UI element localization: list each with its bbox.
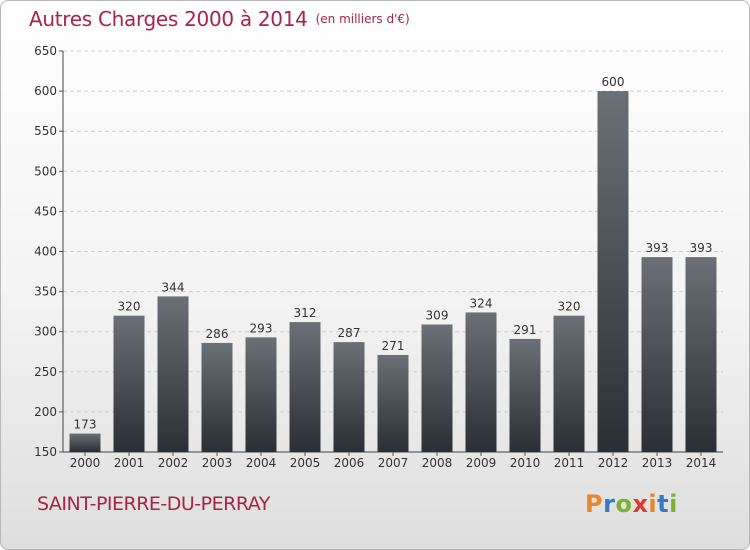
- x-tick-label: 2012: [598, 456, 629, 470]
- x-tick-label: 2002: [158, 456, 189, 470]
- proxiti-logo[interactable]: Proxiti: [585, 490, 678, 518]
- bar: [69, 433, 101, 452]
- y-tick-label: 400: [34, 245, 57, 259]
- x-tick-label: 2008: [422, 456, 453, 470]
- logo-letter: i: [669, 490, 678, 518]
- y-tick-label: 250: [34, 365, 57, 379]
- bar: [553, 315, 585, 452]
- y-tick-label: 350: [34, 285, 57, 299]
- bar-value-label: 344: [162, 280, 185, 294]
- bar: [333, 342, 365, 452]
- bar-value-label: 393: [646, 241, 669, 255]
- bar-value-label: 324: [470, 296, 493, 310]
- x-tick-label: 2000: [70, 456, 101, 470]
- logo-letter: t: [657, 490, 670, 518]
- y-tick-label: 450: [34, 204, 57, 218]
- bar: [245, 337, 277, 452]
- x-tick-label: 2014: [686, 456, 717, 470]
- bar-value-label: 320: [118, 300, 141, 314]
- chart-subtitle: (en milliers d'€): [315, 12, 410, 26]
- chart-title: Autres Charges 2000 à 2014: [29, 7, 308, 31]
- logo-letter: o: [615, 490, 633, 518]
- x-tick-label: 2013: [642, 456, 673, 470]
- bar: [201, 342, 233, 452]
- y-tick-label: 550: [34, 124, 57, 138]
- bar-value-label: 291: [514, 323, 537, 337]
- bar: [289, 322, 321, 452]
- x-tick-label: 2005: [290, 456, 321, 470]
- logo-letter: x: [632, 490, 649, 518]
- x-tick-label: 2004: [246, 456, 277, 470]
- x-tick-label: 2009: [466, 456, 497, 470]
- city-name: SAINT-PIERRE-DU-PERRAY: [37, 493, 270, 515]
- logo-letter: i: [648, 490, 658, 518]
- bar: [113, 315, 145, 452]
- bar-value-label: 312: [294, 306, 317, 320]
- bar-value-label: 393: [690, 241, 713, 255]
- bar-value-label: 286: [206, 327, 229, 341]
- bar: [641, 257, 673, 452]
- bar-value-label: 287: [338, 326, 361, 340]
- x-tick-label: 2003: [202, 456, 233, 470]
- bar-value-label: 271: [382, 339, 405, 353]
- x-tick-label: 2006: [334, 456, 365, 470]
- bar-value-label: 600: [602, 75, 625, 89]
- bar-value-label: 293: [250, 321, 273, 335]
- logo-letter: r: [603, 490, 616, 518]
- x-tick-label: 2011: [554, 456, 585, 470]
- bar: [377, 354, 409, 452]
- tick-labels: 150 200 250 300 350 400 450 500 550 600 650 2000 200…: [34, 44, 716, 470]
- bar: [597, 91, 629, 452]
- bar: [509, 338, 541, 452]
- bar: [685, 257, 717, 452]
- y-tick-label: 300: [34, 325, 57, 339]
- chart-title-block: Autres Charges 2000 à 2014 (en milliers d…: [29, 7, 410, 31]
- x-tick-label: 2001: [114, 456, 145, 470]
- bar-value-label: 173: [74, 418, 97, 432]
- y-tick-label: 150: [34, 445, 57, 459]
- bar-value-label: 309: [426, 308, 449, 322]
- bars: [69, 91, 717, 452]
- x-tick-label: 2010: [510, 456, 541, 470]
- y-tick-label: 200: [34, 405, 57, 419]
- bar: [421, 324, 453, 452]
- bar-value-label: 320: [558, 300, 581, 314]
- y-tick-label: 650: [34, 44, 57, 58]
- y-tick-label: 600: [34, 84, 57, 98]
- value-labels: 173 320 344 286 293 312 287 271 309 324 291 320 600 3…: [74, 75, 713, 431]
- y-tick-label: 500: [34, 164, 57, 178]
- bar: [157, 296, 189, 452]
- x-tick-label: 2007: [378, 456, 409, 470]
- bar: [465, 312, 497, 452]
- logo-letter: P: [585, 490, 604, 518]
